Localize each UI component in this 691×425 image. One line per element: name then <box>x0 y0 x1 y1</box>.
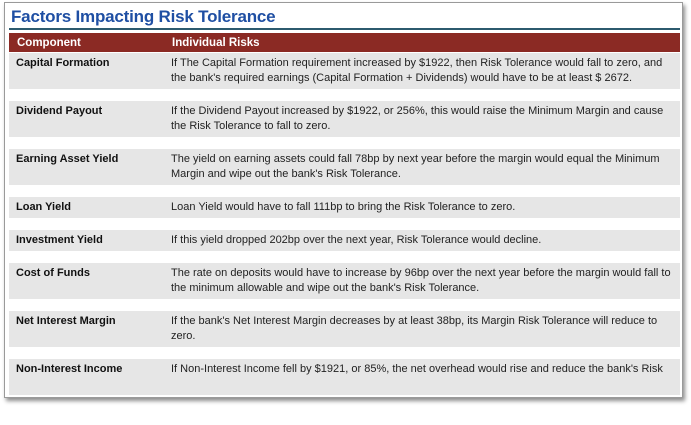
component-cell: Capital Formation <box>16 57 110 69</box>
table-header: Component Individual Risks <box>9 33 680 52</box>
component-cell: Net Interest Margin <box>16 315 116 327</box>
component-cell: Dividend Payout <box>16 105 103 117</box>
table-row: Investment Yield If this yield dropped 20… <box>9 230 680 251</box>
component-cell: Investment Yield <box>16 234 103 246</box>
risk-tolerance-panel: Factors Impacting Risk Tolerance Compone… <box>4 2 683 398</box>
risk-cell: Loan Yield would have to fall 111bp to b… <box>171 201 516 213</box>
risk-cell: If Non-Interest Income fell by $1921, or… <box>171 363 663 375</box>
component-cell: Cost of Funds <box>16 267 90 279</box>
risk-cell: The rate on deposits would have to incre… <box>171 267 671 294</box>
table-body: Capital Formation If The Capital Formatio… <box>9 53 680 395</box>
header-component: Component <box>17 37 81 49</box>
header-individual-risks: Individual Risks <box>172 37 260 49</box>
risk-cell: The yield on earning assets could fall 7… <box>171 153 660 180</box>
table-row: Earning Asset Yield The yield on earning … <box>9 149 680 185</box>
component-cell: Non-Interest Income <box>16 363 123 375</box>
table-row: Cost of Funds The rate on deposits would … <box>9 263 680 299</box>
table-row: Capital Formation If The Capital Formatio… <box>9 53 680 89</box>
risk-cell: If this yield dropped 202bp over the nex… <box>171 234 542 246</box>
component-cell: Loan Yield <box>16 201 72 213</box>
table-row: Dividend Payout If the Dividend Payout in… <box>9 101 680 137</box>
title-divider <box>9 28 680 30</box>
table-row: Loan Yield Loan Yield would have to fall … <box>9 197 680 218</box>
risk-cell: If The Capital Formation requirement inc… <box>171 57 663 84</box>
page-title: Factors Impacting Risk Tolerance <box>11 7 276 26</box>
risk-cell: If the bank's Net Interest Margin decrea… <box>171 315 658 342</box>
table-row: Net Interest Margin If the bank's Net Int… <box>9 311 680 347</box>
component-cell: Earning Asset Yield <box>16 153 119 165</box>
risk-cell: If the Dividend Payout increased by $192… <box>171 105 664 132</box>
table-row: Non-Interest Income If Non-Interest Incom… <box>9 359 680 395</box>
